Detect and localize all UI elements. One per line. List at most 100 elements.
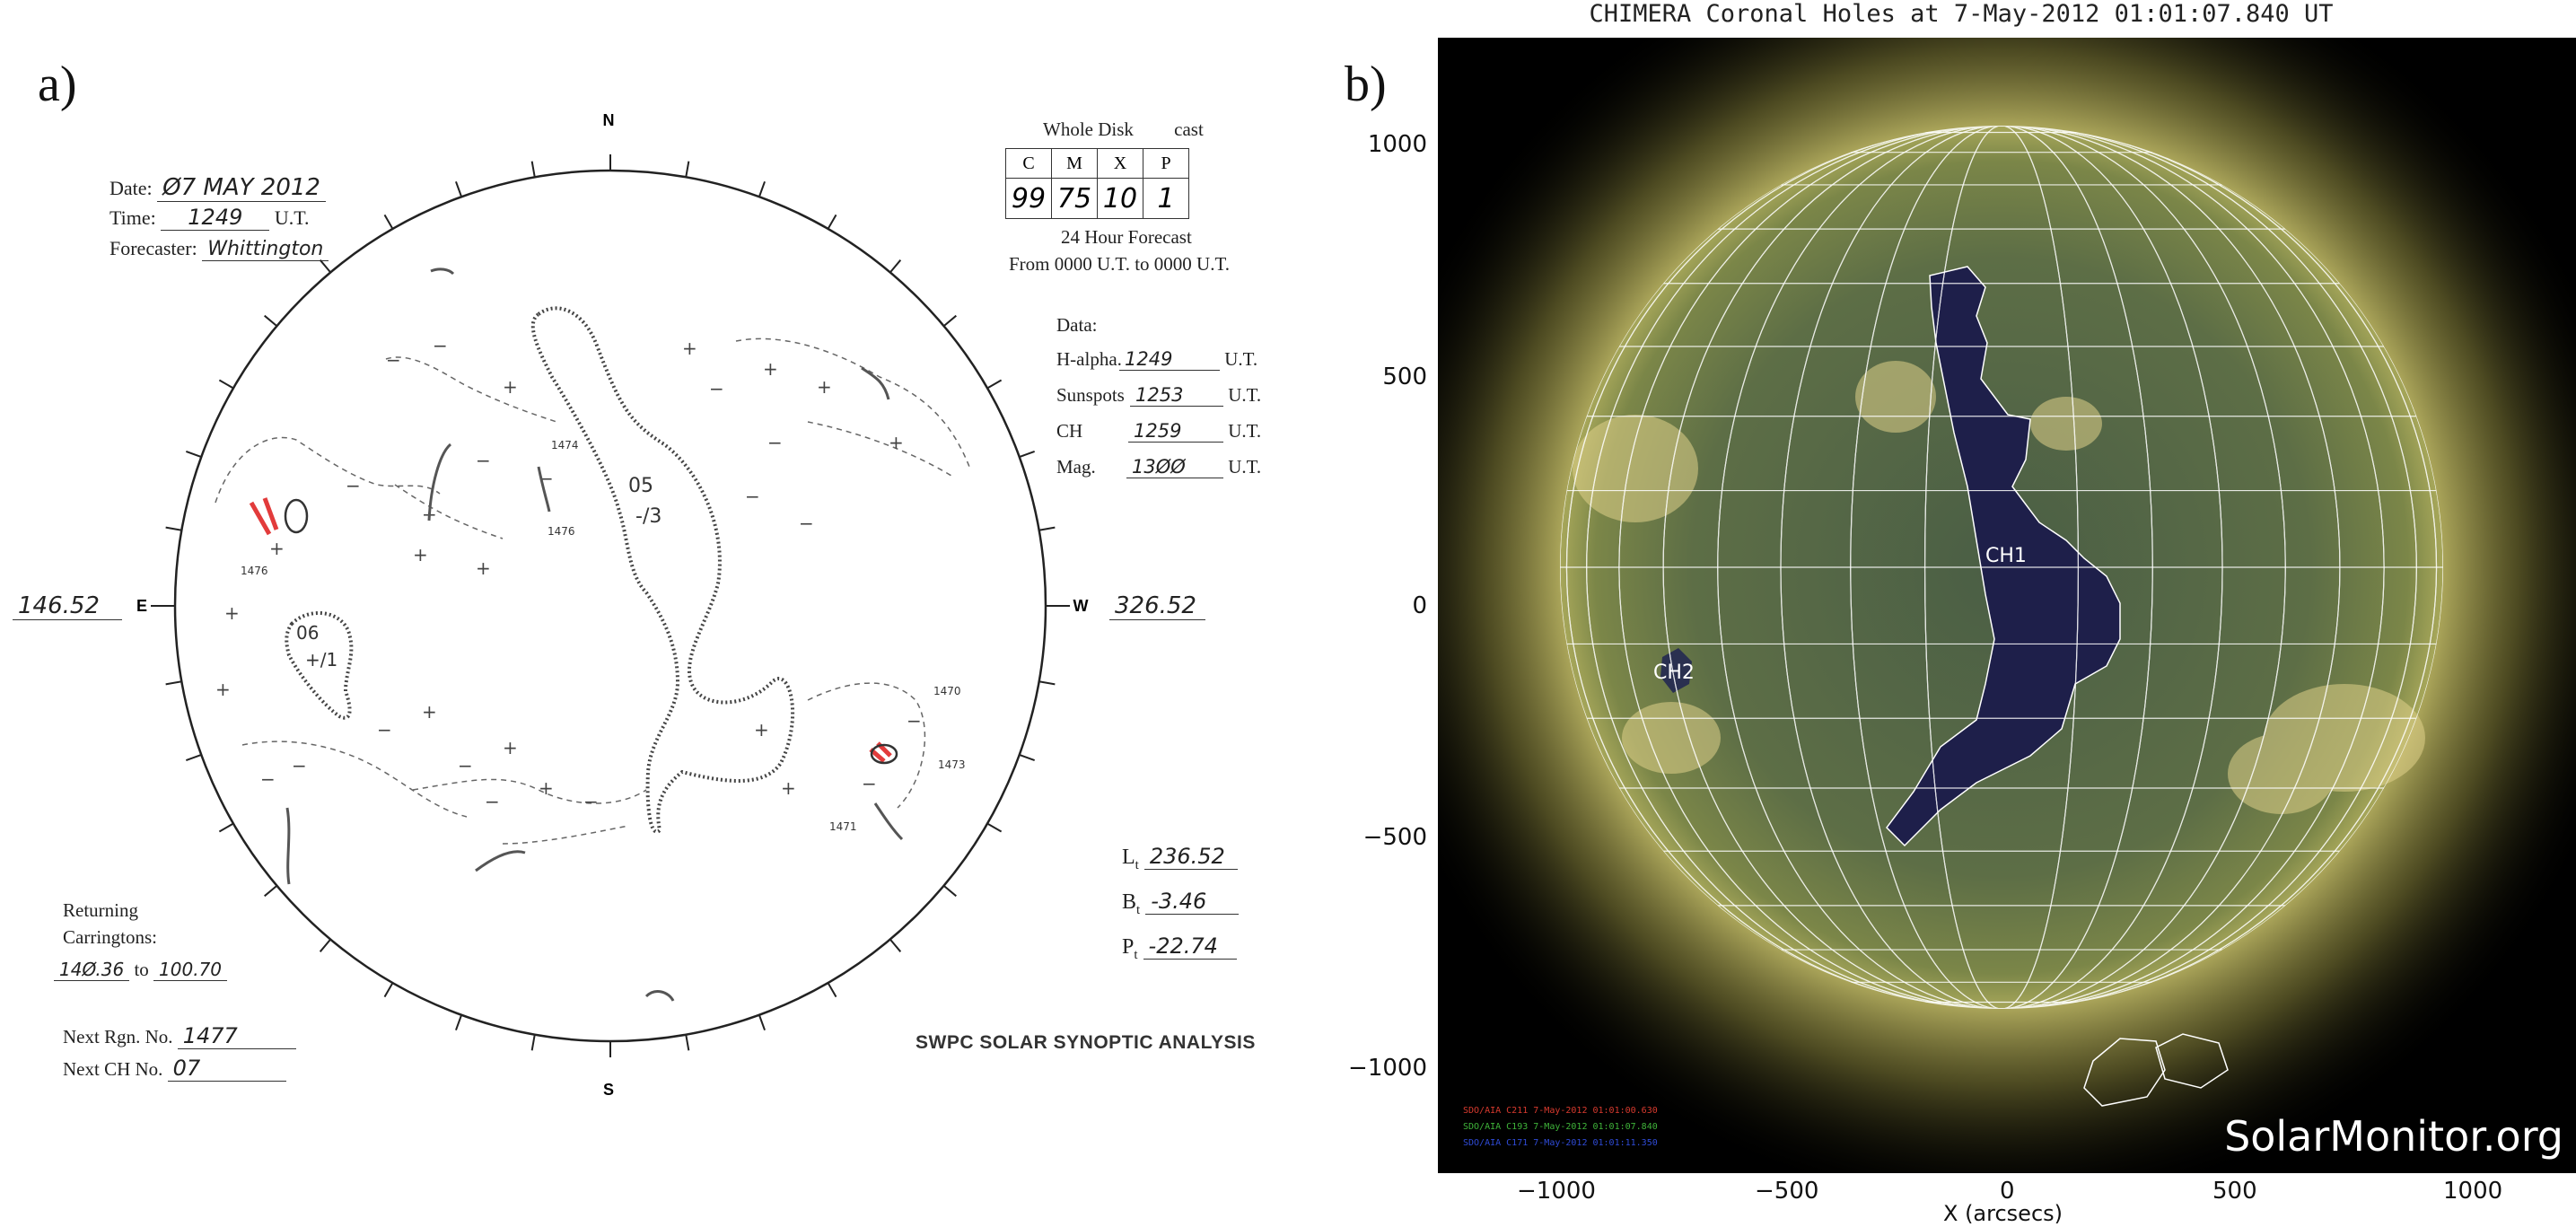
next-ch-field: Next CH No. 07 — [63, 1056, 286, 1082]
data-row-halpha: H-alpha. 1249 U.T. — [1056, 348, 1257, 371]
returning-to-word: to — [134, 959, 149, 980]
next-ch-label: Next CH No. — [63, 1058, 163, 1080]
svg-text:+: + — [476, 557, 491, 579]
next-rgn-label: Next Rgn. No. — [63, 1026, 173, 1047]
forecaster-value: Whittington — [202, 238, 329, 261]
neutral-lines — [215, 337, 970, 845]
limb-tick — [218, 379, 234, 390]
data-row-label: H-alpha. — [1056, 348, 1122, 370]
svg-text:−: − — [260, 768, 276, 790]
limb-ticks — [159, 154, 1062, 1057]
svg-text:−: − — [346, 475, 361, 496]
forecast-title: Whole Disk cast — [1043, 118, 1204, 141]
data-label: Data: — [1056, 314, 1098, 336]
limb-tick — [530, 1034, 536, 1051]
next-rgn-field: Next Rgn. No. 1477 — [63, 1023, 296, 1049]
bt-field: Bt -3.46 — [1122, 889, 1240, 918]
longitude-line — [1850, 126, 2153, 1009]
compass-n: N — [603, 111, 615, 129]
svg-text:−: − — [907, 710, 922, 732]
x-tick: 500 — [2212, 1178, 2257, 1205]
ch05-label: 05 — [628, 475, 653, 497]
limb-tick — [218, 822, 234, 833]
forecast-sub2: From 0000 U.T. to 0000 U.T. — [1009, 253, 1230, 275]
pt-sub: t — [1134, 947, 1138, 962]
limb-tick — [264, 884, 278, 898]
forecast-col-x: X — [1097, 148, 1143, 179]
limb-tick — [758, 1014, 766, 1031]
bt-value: -3.46 — [1145, 889, 1240, 915]
svg-text:+: + — [682, 337, 697, 359]
forecast-table: C M X P 99 75 10 1 — [1005, 148, 1189, 219]
limb-tick — [889, 938, 902, 952]
data-row-unit: U.T. — [1228, 384, 1262, 406]
next-ch-value: 07 — [167, 1056, 286, 1082]
data-row-unit: U.T. — [1224, 348, 1258, 370]
swpc-title: SWPC SOLAR SYNOPTIC ANALYSIS — [916, 1032, 1256, 1053]
svg-text:−: − — [485, 791, 500, 812]
data-row-value: 1249 — [1119, 348, 1220, 371]
x-tick: 0 — [2000, 1178, 2015, 1205]
region-1476 — [249, 497, 279, 536]
off-disk-coronal-hole — [2083, 1033, 2229, 1107]
svg-text:−: − — [458, 755, 473, 776]
limb-tick — [455, 180, 463, 197]
longitude-line — [1618, 126, 2385, 1009]
svg-text:+: + — [269, 538, 285, 559]
forecast-sub1: 24 Hour Forecast — [1061, 226, 1192, 248]
coronal-hole-06 — [285, 611, 354, 720]
x-tick: −1000 — [1517, 1178, 1596, 1205]
time-label: Time: — [110, 206, 156, 229]
returning-to: 100.70 — [153, 959, 228, 981]
svg-text:+: + — [889, 432, 904, 453]
ch1-label: CH1 — [1985, 545, 2027, 567]
limb-tick — [685, 1034, 690, 1051]
region-label-1476a: 1476 — [548, 525, 575, 538]
svg-text:−: − — [386, 349, 401, 371]
compass-e: E — [136, 597, 147, 615]
longitude-line — [1662, 126, 2341, 1009]
limb-tick — [319, 938, 332, 952]
active-regions — [249, 497, 898, 765]
svg-text:+: + — [224, 602, 240, 624]
data-row-label: CH — [1056, 420, 1083, 442]
filaments — [285, 267, 904, 1002]
x-tick: 1000 — [2443, 1178, 2503, 1205]
date-label: Date: — [110, 177, 153, 199]
region-label-1474: 1474 — [551, 439, 579, 451]
data-row-value: 1253 — [1130, 384, 1223, 407]
sun-image: CH1 CH2 SDO/AIA C211 7-May-2012 01:01:00… — [1438, 38, 2576, 1173]
forecaster-field: Forecaster: Whittington — [110, 237, 329, 261]
svg-text:+: + — [539, 777, 554, 799]
limb-tick — [383, 982, 394, 998]
y-tick: 500 — [1382, 364, 1427, 390]
time-field: Time: 1249 U.T. — [110, 205, 310, 231]
date-field: Date: Ø7 MAY 2012 — [110, 174, 326, 202]
limb-tick — [1019, 451, 1036, 459]
svg-text:−: − — [476, 450, 491, 471]
coronal-hole-05 — [530, 306, 795, 834]
limb-tick — [942, 884, 957, 898]
forecast-col-p: P — [1143, 148, 1189, 179]
limb-tick — [319, 259, 332, 274]
pt-value: -22.74 — [1143, 933, 1237, 960]
region-label-1471: 1471 — [829, 820, 857, 833]
x-tick: −500 — [1755, 1178, 1819, 1205]
svg-text:+: + — [503, 737, 518, 758]
ch06-label: 06 — [296, 622, 319, 644]
returning-values: 14Ø.36 to 100.70 — [54, 959, 228, 981]
svg-text:−: − — [377, 719, 392, 741]
panel-b-label: b) — [1345, 57, 1387, 112]
limb-tick — [827, 982, 837, 998]
time-value: 1249 — [161, 205, 270, 231]
data-row-sunspots: Sunspots 1253 U.T. — [1056, 384, 1261, 407]
lt-value: 236.52 — [1143, 844, 1238, 870]
svg-text:+: + — [763, 358, 778, 380]
limb-tick — [264, 314, 278, 328]
limb-tick — [986, 379, 1003, 390]
bt-label: B — [1122, 890, 1137, 914]
solar-disk-sketch: N S E W 05 -/3 06 +/1 −−+ −−− −+ — [136, 111, 1089, 1099]
data-row-ch: CH 1259 U.T. — [1056, 420, 1261, 443]
longitude-line — [1717, 126, 2286, 1009]
limb-tick — [1038, 526, 1056, 531]
